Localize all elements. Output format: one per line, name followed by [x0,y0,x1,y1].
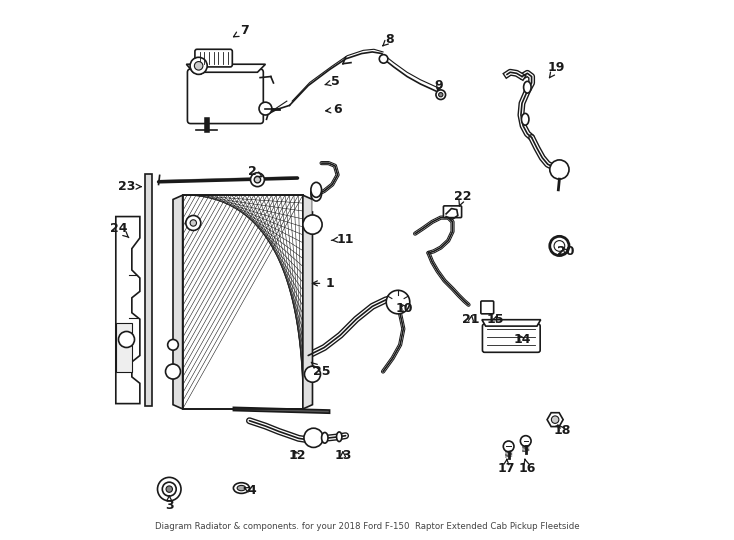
Polygon shape [482,320,541,326]
Text: 18: 18 [553,424,571,437]
Circle shape [158,477,181,501]
Polygon shape [116,217,140,403]
Circle shape [118,332,134,348]
Polygon shape [173,195,183,409]
Text: 14: 14 [513,333,531,346]
Circle shape [303,215,322,234]
Text: 23: 23 [118,180,141,193]
Polygon shape [145,174,152,406]
Polygon shape [547,413,563,427]
Text: 19: 19 [548,62,565,78]
FancyBboxPatch shape [195,49,233,67]
Text: 20: 20 [557,245,575,258]
Text: 8: 8 [382,32,394,46]
Text: 17: 17 [497,459,515,475]
Circle shape [520,436,531,447]
Circle shape [254,177,261,183]
Circle shape [551,416,559,423]
Ellipse shape [311,186,321,201]
Text: 12: 12 [288,449,306,462]
Circle shape [162,482,176,496]
Bar [116,323,132,372]
Circle shape [186,215,201,231]
Text: 13: 13 [334,449,352,462]
Text: 4: 4 [244,484,256,497]
Circle shape [379,55,388,63]
Text: 1: 1 [313,277,334,290]
Bar [183,195,303,409]
Circle shape [167,340,178,350]
Ellipse shape [237,485,246,491]
Text: 16: 16 [519,459,536,475]
Ellipse shape [336,432,342,442]
Ellipse shape [321,433,328,443]
Ellipse shape [233,483,250,494]
Circle shape [250,173,264,187]
Polygon shape [303,195,313,409]
Text: 24: 24 [110,222,129,238]
Text: 22: 22 [454,190,472,206]
Circle shape [190,220,197,226]
FancyBboxPatch shape [187,69,264,124]
Text: 21: 21 [462,313,480,326]
Circle shape [436,90,446,99]
Ellipse shape [521,113,529,125]
Text: 6: 6 [326,103,342,116]
FancyBboxPatch shape [482,324,540,352]
Text: 7: 7 [233,24,248,37]
Circle shape [166,486,172,492]
Circle shape [190,57,207,75]
Text: 25: 25 [311,362,330,378]
Circle shape [304,428,323,448]
FancyBboxPatch shape [443,206,462,218]
Circle shape [554,241,564,251]
Circle shape [386,291,410,314]
Polygon shape [233,407,330,413]
Text: 11: 11 [331,233,355,246]
Text: Diagram Radiator & components. for your 2018 Ford F-150  Raptor Extended Cab Pic: Diagram Radiator & components. for your … [155,522,579,531]
Circle shape [504,441,514,452]
Circle shape [305,366,321,382]
Circle shape [550,160,569,179]
Ellipse shape [523,82,531,93]
Circle shape [550,237,569,255]
Text: 3: 3 [165,496,173,512]
Text: 5: 5 [325,76,339,89]
Text: 10: 10 [396,302,413,315]
FancyBboxPatch shape [481,301,494,314]
Polygon shape [186,64,266,72]
Circle shape [439,92,443,97]
Circle shape [195,62,203,70]
Ellipse shape [311,183,321,197]
Text: 9: 9 [435,79,443,92]
Text: 15: 15 [487,313,504,326]
Circle shape [259,102,272,115]
Text: 2: 2 [247,165,262,178]
Circle shape [165,364,181,379]
